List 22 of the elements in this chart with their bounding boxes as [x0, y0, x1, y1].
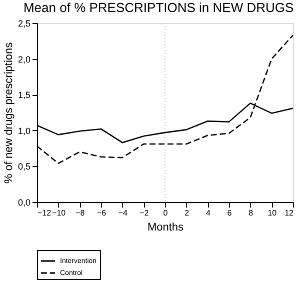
x-tick-label: −6 — [96, 208, 107, 218]
x-tick-label: 0 — [163, 208, 168, 218]
x-axis-title: Months — [147, 222, 184, 234]
x-tick-label: −10 — [52, 208, 66, 218]
x-tick-label: 2 — [184, 208, 190, 218]
x-tick-label: −8 — [76, 208, 86, 218]
x-tick-label: 12 — [284, 208, 294, 218]
x-tick-label: 4 — [206, 208, 211, 218]
y-tick-label: 2,0 — [18, 54, 30, 64]
y-axis-title: % of new drugs prescriptions — [2, 42, 15, 184]
x-tick-label: −12 — [38, 208, 52, 218]
y-tick-label: 0,0 — [18, 198, 30, 208]
x-tick-label: 8 — [248, 208, 254, 218]
y-tick-label: 1,5 — [18, 90, 30, 100]
chart-title: Mean of % PRESCRIPTIONS in NEW DRUGS — [23, 0, 294, 15]
x-tick-label: −2 — [140, 208, 150, 218]
x-tick-label: 10 — [268, 208, 278, 218]
y-tick-label: 0,5 — [18, 162, 30, 172]
y-tick-label: 1,0 — [18, 126, 30, 136]
y-tick-label: 2,5 — [18, 18, 30, 28]
x-tick-label: 6 — [227, 208, 232, 218]
x-tick-label: −4 — [118, 208, 128, 218]
